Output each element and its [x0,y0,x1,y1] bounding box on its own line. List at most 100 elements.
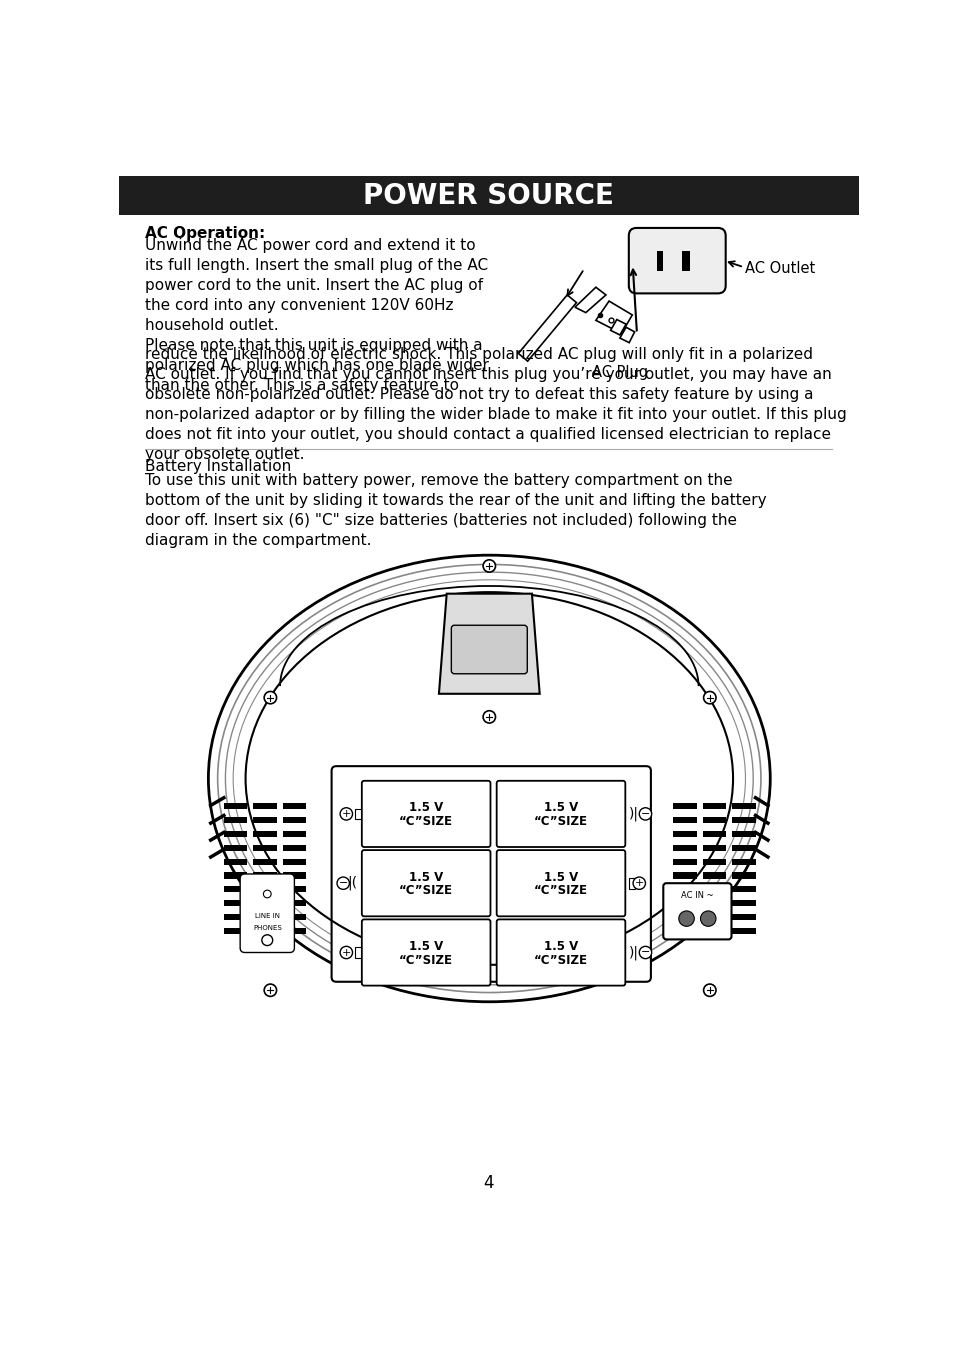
Bar [253,858,276,865]
Bar [702,872,725,879]
FancyBboxPatch shape [628,227,725,294]
Circle shape [703,984,716,997]
Text: +: + [341,948,351,957]
Bar [119,176,858,215]
Polygon shape [596,301,632,333]
Circle shape [264,692,276,704]
Bar [282,845,306,850]
Polygon shape [575,287,605,313]
Bar [673,831,696,837]
Bar [282,914,306,921]
Circle shape [340,808,353,821]
Bar [732,872,755,879]
Bar [355,946,360,957]
Text: −: − [338,879,348,888]
FancyBboxPatch shape [662,883,731,940]
Circle shape [261,934,273,945]
Text: AC Operation:: AC Operation: [145,226,265,241]
Text: 1.5 V: 1.5 V [543,940,578,953]
Text: “C”SIZE: “C”SIZE [534,953,587,967]
Text: “C”SIZE: “C”SIZE [534,815,587,829]
Text: 1.5 V: 1.5 V [409,940,443,953]
Circle shape [703,692,716,704]
FancyBboxPatch shape [497,850,624,917]
Bar [702,914,725,921]
Text: LINE IN: LINE IN [254,913,279,918]
Bar [224,872,247,879]
Bar [253,816,276,823]
Text: AC Plug: AC Plug [592,366,647,380]
Bar [702,803,725,810]
Bar [732,803,755,810]
Bar [732,900,755,906]
Bar [702,858,725,865]
Text: “C”SIZE: “C”SIZE [398,884,453,898]
Bar [253,900,276,906]
Bar [673,927,696,934]
Ellipse shape [208,555,769,1002]
Polygon shape [438,593,539,693]
Bar [702,831,725,837]
Bar [224,887,247,892]
Bar [253,914,276,921]
Bar [673,858,696,865]
Bar [253,872,276,879]
Text: 1.5 V: 1.5 V [543,871,578,884]
Circle shape [679,911,694,926]
Text: To use this unit with battery power, remove the battery compartment on the
botto: To use this unit with battery power, rem… [145,473,765,548]
Text: AC Outlet: AC Outlet [744,261,815,276]
Bar [673,914,696,921]
FancyBboxPatch shape [497,781,624,848]
Circle shape [482,559,495,573]
Bar [702,900,725,906]
Bar [732,887,755,892]
FancyBboxPatch shape [361,781,490,848]
Text: 4: 4 [483,1174,494,1192]
Bar [657,252,662,271]
Circle shape [482,711,495,723]
Circle shape [700,911,716,926]
Bar [673,872,696,879]
Text: 1.5 V: 1.5 V [409,871,443,884]
Bar [629,877,635,888]
Bar [732,845,755,850]
Bar [732,858,755,865]
Bar [673,816,696,823]
Bar [224,803,247,810]
Bar [702,927,725,934]
Bar [702,845,725,850]
Bar [282,872,306,879]
Text: Battery Installation: Battery Installation [145,459,291,474]
FancyBboxPatch shape [451,626,527,674]
Bar [673,845,696,850]
Text: +: + [341,808,351,819]
Text: POWER SOURCE: POWER SOURCE [363,181,614,210]
Text: reduce the likelihood of electric shock. This polarized AC plug will only fit in: reduce the likelihood of electric shock.… [145,347,845,463]
FancyBboxPatch shape [497,919,624,986]
FancyBboxPatch shape [361,850,490,917]
Bar [702,816,725,823]
Polygon shape [619,328,634,343]
Bar [224,914,247,921]
Text: )|: )| [628,807,639,821]
Text: 1.5 V: 1.5 V [543,802,578,814]
Text: 1.5 V: 1.5 V [409,802,443,814]
Bar [355,808,360,819]
Text: “C”SIZE: “C”SIZE [534,884,587,898]
Bar [732,927,755,934]
Text: |(: |( [347,876,357,891]
Bar [224,845,247,850]
Circle shape [264,984,276,997]
Circle shape [336,877,349,890]
Bar [224,816,247,823]
Polygon shape [610,320,625,334]
Text: −: − [640,808,650,819]
Bar [253,927,276,934]
Bar [282,816,306,823]
Bar [732,831,755,837]
Text: −: − [640,948,650,957]
Circle shape [340,946,353,959]
Circle shape [639,808,651,821]
Bar [224,831,247,837]
Bar [224,927,247,934]
